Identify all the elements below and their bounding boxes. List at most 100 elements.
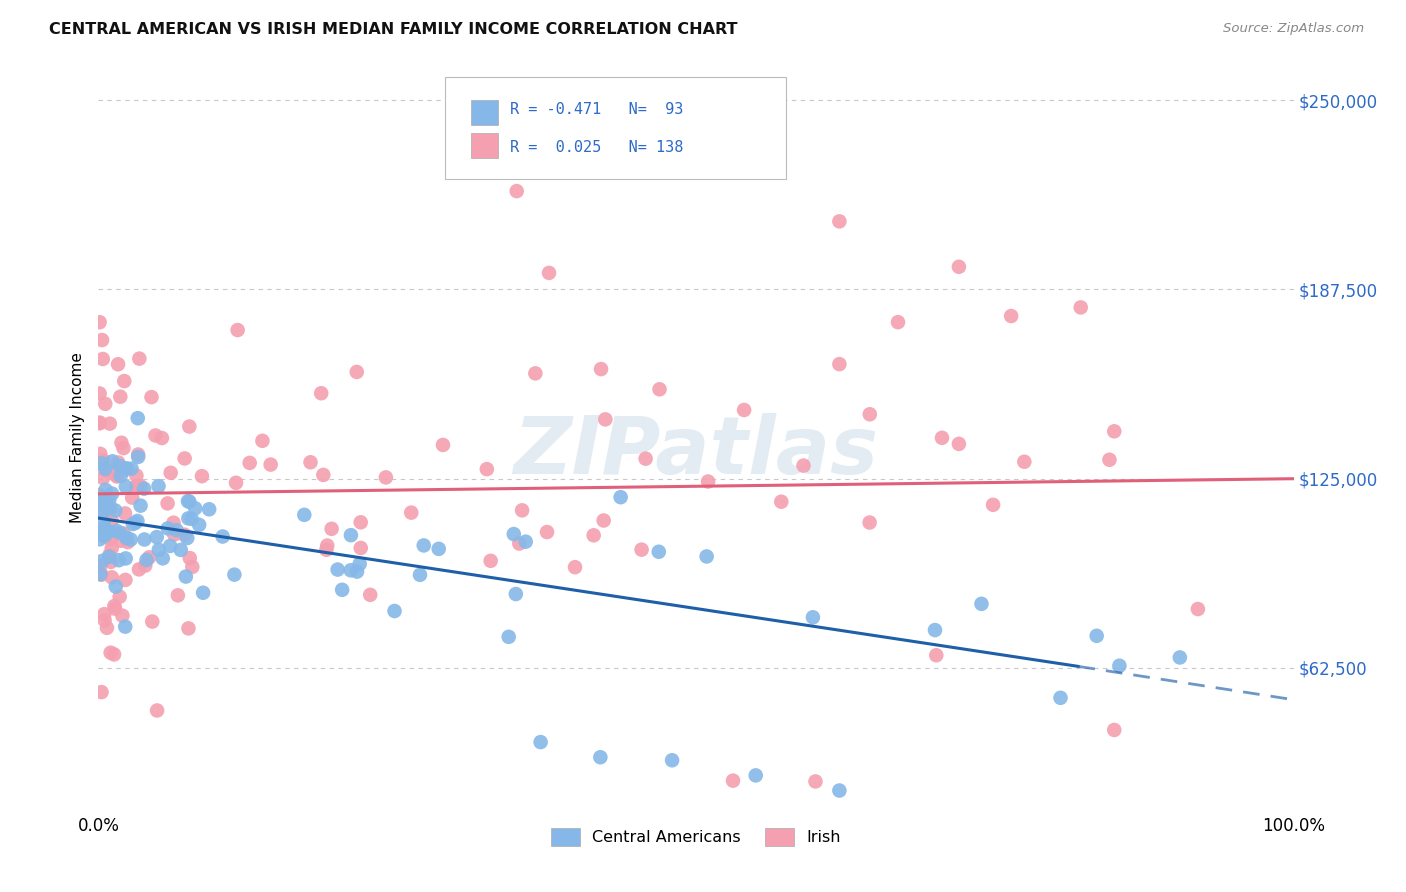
Point <box>188 517 211 532</box>
Point <box>502 527 524 541</box>
Point <box>104 601 127 615</box>
Point <box>326 563 349 577</box>
Point <box>801 610 824 624</box>
Point <box>184 501 207 516</box>
Point <box>505 587 527 601</box>
Point <box>96 621 118 635</box>
Point <box>90 685 112 699</box>
Point <box>148 542 170 557</box>
Point <box>770 494 793 508</box>
Point <box>515 534 537 549</box>
Point <box>211 529 233 543</box>
Point <box>252 434 274 448</box>
Point <box>804 774 827 789</box>
Point <box>309 386 332 401</box>
Point <box>105 524 128 538</box>
Point <box>128 351 150 366</box>
Point <box>91 351 114 366</box>
Point <box>93 527 115 541</box>
Point <box>1000 309 1022 323</box>
Point <box>108 590 131 604</box>
Point <box>1187 602 1209 616</box>
Point <box>108 458 131 473</box>
Point <box>96 464 118 478</box>
Point <box>174 569 197 583</box>
Point <box>110 435 132 450</box>
Point <box>107 357 129 371</box>
Point <box>225 475 247 490</box>
Point <box>117 535 139 549</box>
Point <box>170 543 193 558</box>
Point <box>721 773 744 788</box>
Point <box>339 563 361 577</box>
Point <box>1168 650 1191 665</box>
Point <box>589 750 612 764</box>
Point <box>589 362 612 376</box>
Point <box>100 500 122 515</box>
Point <box>89 497 111 511</box>
Point <box>114 619 136 633</box>
Point <box>181 560 204 574</box>
Point <box>177 621 200 635</box>
Point <box>110 468 132 483</box>
Point <box>981 498 1004 512</box>
Point <box>125 480 148 494</box>
Point <box>173 451 195 466</box>
Point <box>127 514 149 528</box>
Point <box>97 524 120 539</box>
Point <box>98 548 121 562</box>
Point <box>299 455 322 469</box>
Point <box>156 521 179 535</box>
Point <box>112 374 135 388</box>
Point <box>89 526 111 541</box>
Point <box>112 441 135 455</box>
Point <box>89 315 111 329</box>
Point <box>145 530 167 544</box>
Point <box>582 528 605 542</box>
Point <box>412 538 434 552</box>
Point <box>94 462 117 476</box>
Point <box>399 506 422 520</box>
Point <box>115 480 138 494</box>
Point <box>112 526 135 541</box>
Point <box>89 417 111 431</box>
Point <box>93 613 115 627</box>
Point <box>110 390 132 404</box>
Point <box>359 588 381 602</box>
Point <box>108 525 131 540</box>
Point <box>595 412 617 426</box>
Text: CENTRAL AMERICAN VS IRISH MEDIAN FAMILY INCOME CORRELATION CHART: CENTRAL AMERICAN VS IRISH MEDIAN FAMILY … <box>49 22 738 37</box>
Point <box>146 703 169 717</box>
Point <box>108 553 131 567</box>
Point <box>121 491 143 505</box>
Point <box>349 557 371 571</box>
Point <box>648 382 671 396</box>
Point <box>432 438 454 452</box>
Point <box>107 455 129 469</box>
Text: Source: ZipAtlas.com: Source: ZipAtlas.com <box>1223 22 1364 36</box>
Point <box>931 431 953 445</box>
Point <box>696 549 718 564</box>
Point <box>114 507 136 521</box>
Point <box>138 550 160 565</box>
Point <box>384 604 406 618</box>
Point <box>191 586 214 600</box>
Point <box>89 416 111 430</box>
Point <box>198 502 221 516</box>
Point <box>105 468 128 483</box>
Point <box>312 467 335 482</box>
Point <box>115 531 138 545</box>
Point <box>260 458 283 472</box>
Point <box>315 542 337 557</box>
Point <box>239 456 262 470</box>
Point <box>93 529 115 543</box>
Point <box>177 511 200 525</box>
Point <box>427 541 450 556</box>
Point <box>316 539 339 553</box>
Point <box>98 549 121 564</box>
Point <box>103 599 125 613</box>
Point <box>1108 658 1130 673</box>
Point <box>159 466 181 480</box>
Bar <box>471 100 498 125</box>
Point <box>91 453 114 467</box>
